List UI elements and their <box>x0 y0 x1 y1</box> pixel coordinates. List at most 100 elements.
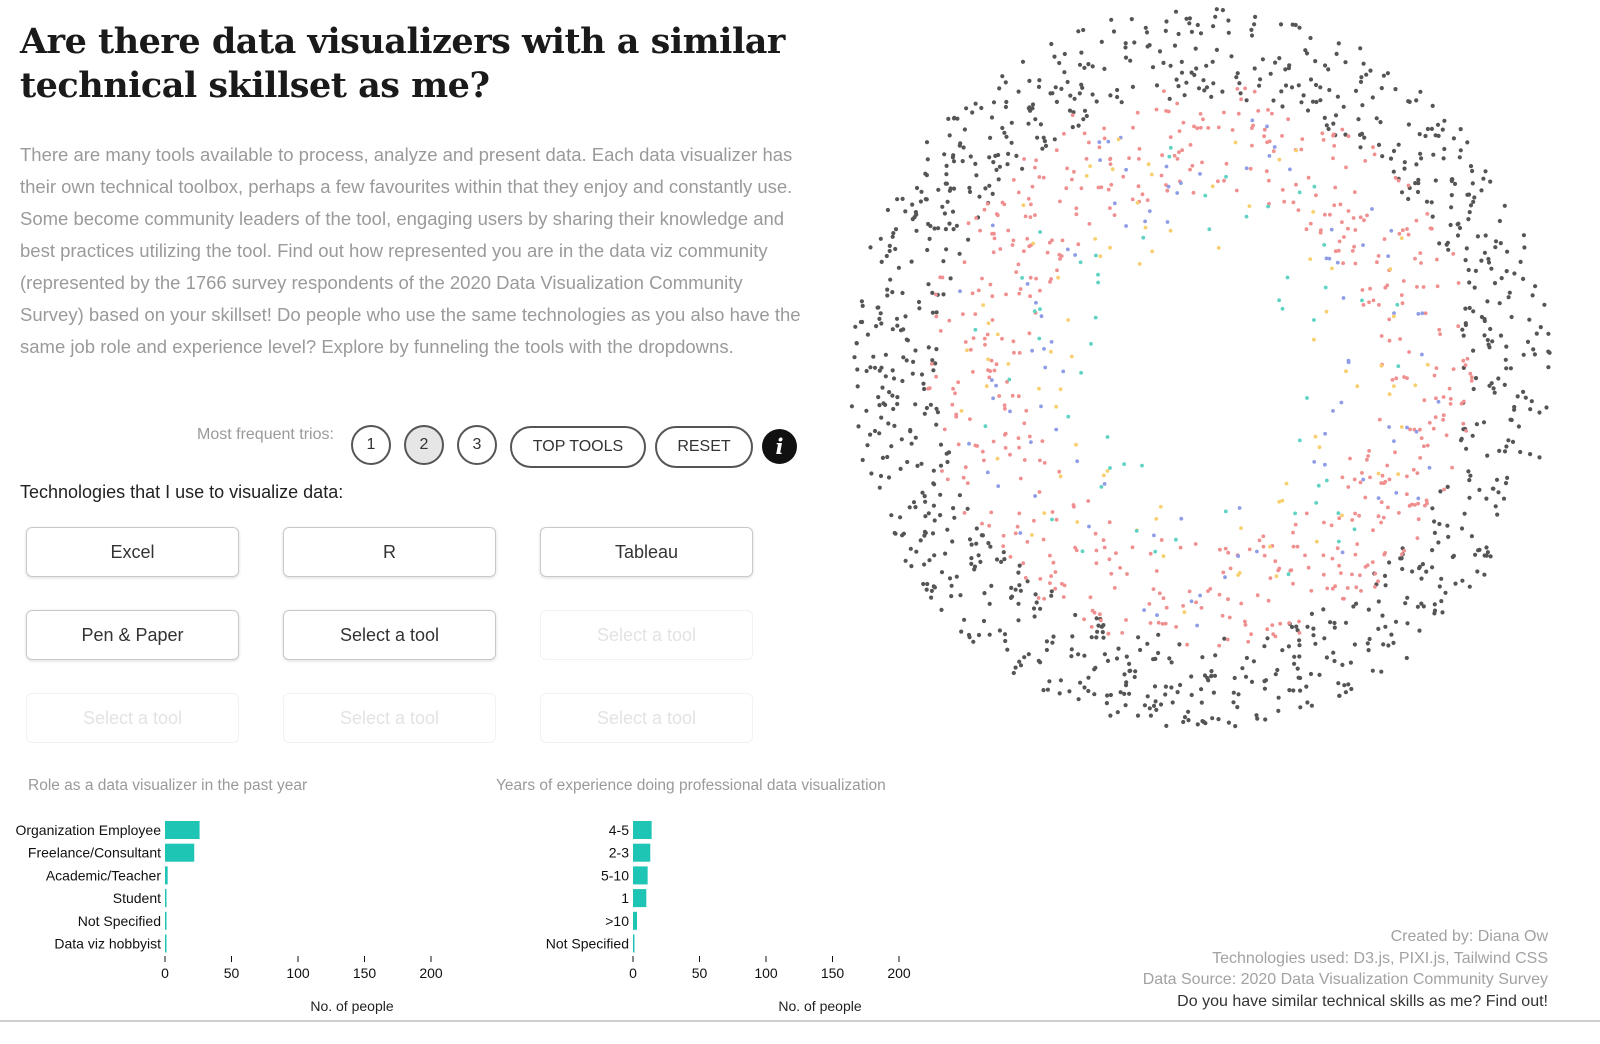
respondent-dot[interactable] <box>991 250 996 255</box>
respondent-dot[interactable] <box>985 470 990 475</box>
respondent-dot[interactable] <box>1108 466 1112 470</box>
respondent-dot[interactable] <box>968 417 972 421</box>
respondent-dot[interactable] <box>1504 344 1509 349</box>
respondent-dot[interactable] <box>1176 84 1181 89</box>
respondent-dot[interactable] <box>1430 506 1435 511</box>
respondent-dot[interactable] <box>1383 624 1388 629</box>
respondent-dot[interactable] <box>885 287 890 292</box>
respondent-dot[interactable] <box>1471 309 1476 314</box>
respondent-dot[interactable] <box>1432 608 1438 613</box>
respondent-dot[interactable] <box>1181 120 1186 125</box>
respondent-dot[interactable] <box>1503 481 1509 486</box>
respondent-dot[interactable] <box>1100 630 1105 635</box>
respondent-dot[interactable] <box>957 251 962 256</box>
respondent-dot[interactable] <box>1437 521 1442 527</box>
respondent-dot[interactable] <box>1252 22 1257 27</box>
respondent-dot[interactable] <box>976 288 981 293</box>
respondent-dot[interactable] <box>1199 687 1204 692</box>
respondent-dot[interactable] <box>1459 401 1464 406</box>
respondent-dot[interactable] <box>1122 691 1127 697</box>
respondent-dot[interactable] <box>980 449 985 454</box>
respondent-dot[interactable] <box>951 386 955 391</box>
respondent-dot[interactable] <box>1057 60 1062 66</box>
respondent-dot[interactable] <box>1079 82 1084 87</box>
respondent-dot[interactable] <box>1469 375 1474 380</box>
respondent-dot[interactable] <box>990 294 995 299</box>
respondent-dot[interactable] <box>1062 51 1067 57</box>
respondent-dot[interactable] <box>1125 572 1129 576</box>
respondent-dot[interactable] <box>1234 188 1239 193</box>
respondent-dot[interactable] <box>1000 125 1005 131</box>
respondent-dot[interactable] <box>1148 551 1153 556</box>
respondent-dot[interactable] <box>1296 208 1301 213</box>
respondent-dot[interactable] <box>864 368 869 374</box>
respondent-dot[interactable] <box>1074 442 1078 447</box>
respondent-dot[interactable] <box>1508 366 1513 371</box>
respondent-dot[interactable] <box>1226 597 1230 602</box>
respondent-dot[interactable] <box>1390 378 1395 382</box>
respondent-dot[interactable] <box>1378 120 1383 125</box>
respondent-dot[interactable] <box>1381 73 1386 78</box>
respondent-dot[interactable] <box>1362 218 1366 223</box>
respondent-dot[interactable] <box>1160 153 1164 158</box>
respondent-dot[interactable] <box>1115 94 1120 100</box>
respondent-dot[interactable] <box>942 152 947 157</box>
respondent-dot[interactable] <box>944 163 949 168</box>
respondent-dot[interactable] <box>1297 654 1302 659</box>
respondent-dot[interactable] <box>1130 197 1135 202</box>
respondent-dot[interactable] <box>1393 619 1399 624</box>
respondent-dot[interactable] <box>1484 496 1489 501</box>
respondent-dot[interactable] <box>922 562 927 567</box>
role-bar[interactable] <box>165 889 167 908</box>
respondent-dot[interactable] <box>1235 71 1240 76</box>
respondent-dot[interactable] <box>1005 380 1009 384</box>
respondent-dot[interactable] <box>938 463 944 468</box>
respondent-dot[interactable] <box>1096 280 1100 285</box>
respondent-dot[interactable] <box>948 186 953 191</box>
respondent-dot[interactable] <box>1433 415 1438 420</box>
respondent-dot[interactable] <box>934 422 939 427</box>
respondent-dot[interactable] <box>1000 74 1005 79</box>
respondent-dot[interactable] <box>1333 249 1338 254</box>
respondent-dot[interactable] <box>1320 131 1325 136</box>
respondent-dot[interactable] <box>1507 290 1512 295</box>
respondent-dot[interactable] <box>1209 673 1214 679</box>
respondent-dot[interactable] <box>1313 641 1318 646</box>
respondent-dot[interactable] <box>1332 658 1337 664</box>
respondent-dot[interactable] <box>1419 576 1424 581</box>
respondent-dot[interactable] <box>1391 314 1396 319</box>
respondent-dot[interactable] <box>911 500 917 505</box>
respondent-dot[interactable] <box>1387 392 1392 397</box>
respondent-dot[interactable] <box>1304 51 1310 56</box>
respondent-dot[interactable] <box>1330 586 1335 591</box>
respondent-dot[interactable] <box>1379 334 1384 338</box>
respondent-dot[interactable] <box>1346 360 1351 365</box>
respondent-dot[interactable] <box>1314 193 1318 198</box>
respondent-dot[interactable] <box>1351 604 1356 609</box>
respondent-dot[interactable] <box>1308 671 1314 677</box>
respondent-dot[interactable] <box>932 518 937 523</box>
respondent-dot[interactable] <box>1140 192 1145 197</box>
respondent-dot[interactable] <box>1293 511 1297 516</box>
respondent-dot[interactable] <box>1142 608 1146 612</box>
respondent-dot[interactable] <box>1087 524 1091 529</box>
respondent-dot[interactable] <box>1150 65 1156 70</box>
respondent-dot[interactable] <box>1321 607 1326 612</box>
respondent-dot[interactable] <box>1444 433 1449 438</box>
respondent-dot[interactable] <box>919 189 924 194</box>
respondent-dot[interactable] <box>1468 371 1473 376</box>
respondent-dot[interactable] <box>1314 539 1319 544</box>
respondent-dot[interactable] <box>1422 398 1427 403</box>
respondent-dot[interactable] <box>1297 25 1302 30</box>
respondent-dot[interactable] <box>1209 94 1214 99</box>
respondent-dot[interactable] <box>1465 356 1470 361</box>
respondent-dot[interactable] <box>1010 243 1015 247</box>
respondent-dot[interactable] <box>938 492 943 497</box>
respondent-dot[interactable] <box>1161 596 1166 601</box>
respondent-dot[interactable] <box>1494 477 1500 482</box>
respondent-dot[interactable] <box>1306 565 1311 570</box>
respondent-dot[interactable] <box>1253 14 1258 19</box>
respondent-dot[interactable] <box>1441 417 1445 422</box>
respondent-dot[interactable] <box>895 395 900 400</box>
respondent-dot[interactable] <box>1039 404 1043 409</box>
